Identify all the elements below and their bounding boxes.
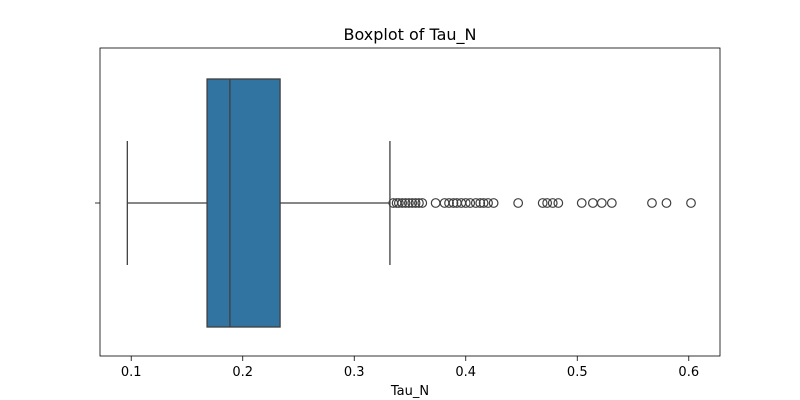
outlier-point bbox=[576, 198, 587, 208]
outlier-point bbox=[414, 198, 424, 208]
outlier-point bbox=[393, 198, 404, 208]
outlier-point bbox=[478, 198, 489, 208]
x-tick-label: 0.3 bbox=[344, 365, 365, 380]
outlier-point bbox=[596, 198, 607, 208]
outlier-point bbox=[686, 198, 696, 208]
outlier-point bbox=[460, 198, 471, 208]
outlier-point bbox=[647, 198, 657, 208]
outlier-point bbox=[448, 198, 459, 208]
outlier-point bbox=[488, 198, 499, 208]
outlier-point bbox=[417, 198, 428, 208]
outlier-point bbox=[542, 198, 553, 208]
outlier-point bbox=[465, 198, 476, 208]
outlier-point bbox=[397, 198, 408, 208]
outlier-point bbox=[661, 198, 672, 208]
iqr-box bbox=[206, 78, 281, 328]
x-tick-label: 0.1 bbox=[121, 365, 142, 380]
x-axis-label: Tau_N bbox=[390, 384, 429, 399]
outlier-point bbox=[407, 198, 418, 208]
x-tick-label: 0.5 bbox=[567, 365, 588, 380]
x-tick-label: 0.4 bbox=[455, 365, 476, 380]
plot-area-frame bbox=[99, 47, 721, 357]
outlier-point bbox=[470, 198, 481, 208]
outlier-point bbox=[403, 198, 414, 208]
x-tick-label: 0.2 bbox=[232, 365, 253, 380]
outlier-point bbox=[483, 198, 493, 208]
chart-marks bbox=[126, 78, 696, 328]
x-axis: 0.1 0.2 0.3 0.4 0.5 0.6 bbox=[95, 202, 699, 380]
outlier-point bbox=[553, 198, 564, 208]
outlier-point bbox=[444, 198, 454, 208]
outlier-point bbox=[547, 198, 558, 208]
outlier-point bbox=[513, 198, 524, 208]
x-tick-label: 0.6 bbox=[678, 365, 699, 380]
outlier-point bbox=[400, 198, 411, 208]
chart-title: Boxplot of Tau_N bbox=[343, 25, 476, 45]
outlier-point bbox=[475, 198, 486, 208]
outlier-point bbox=[430, 198, 441, 208]
outlier-point bbox=[410, 198, 421, 208]
outlier-point bbox=[606, 198, 617, 208]
outlier-point bbox=[537, 198, 548, 208]
outlier-point bbox=[587, 198, 598, 208]
